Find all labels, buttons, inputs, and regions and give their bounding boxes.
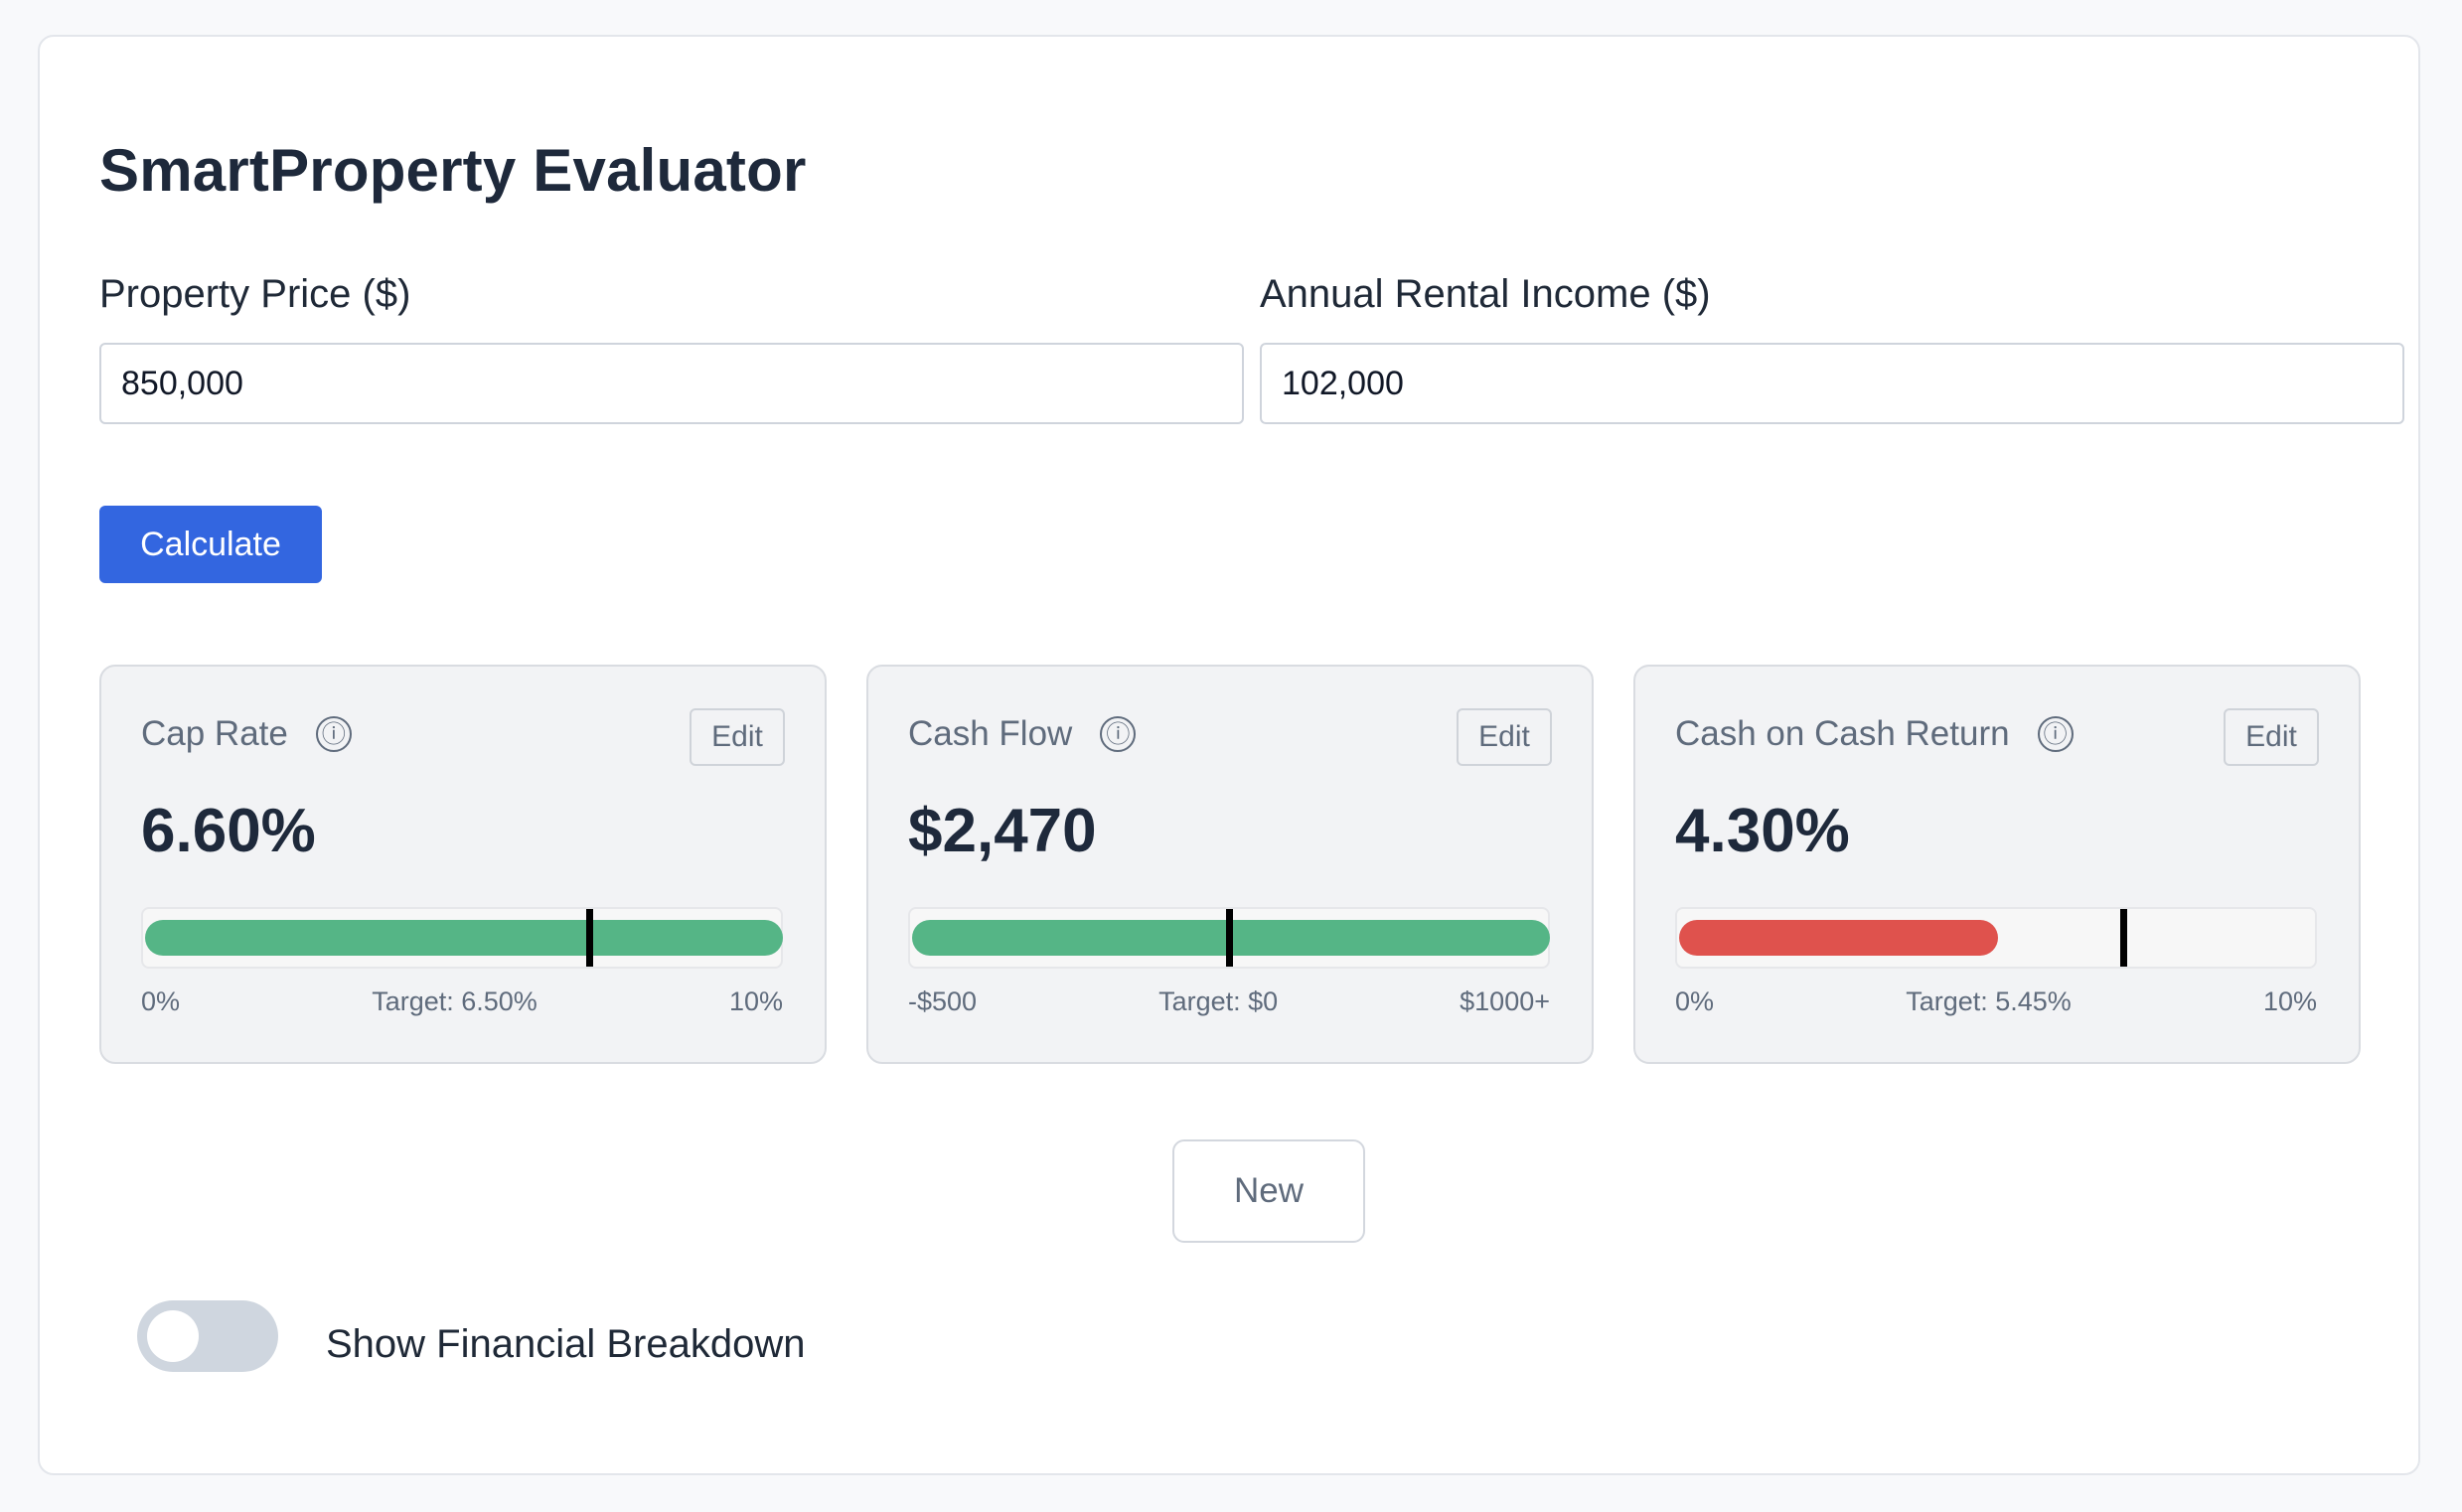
progress-fill (1679, 920, 1998, 956)
metric-title: Cash Flow (908, 714, 1073, 753)
progress-track (1675, 907, 2317, 969)
metric-value: 6.60% (141, 797, 316, 865)
edit-button[interactable]: Edit (2224, 708, 2319, 766)
scale-min-label: 0% (141, 986, 181, 1016)
metric-title: Cash on Cash Return (1675, 714, 2010, 753)
financial-breakdown-toggle[interactable] (137, 1300, 278, 1372)
metric-value: $2,470 (908, 797, 1097, 865)
new-button[interactable]: New (1172, 1139, 1365, 1243)
edit-button[interactable]: Edit (690, 708, 785, 766)
toggle-knob (147, 1310, 199, 1362)
annual-rental-income-label: Annual Rental Income ($) (1260, 272, 1711, 316)
scale-max-label: $1000+ (1460, 986, 1550, 1016)
calculate-button[interactable]: Calculate (99, 506, 322, 583)
info-icon[interactable]: ⓘ (315, 716, 352, 752)
evaluator-card: SmartProperty Evaluator Property Price (… (38, 35, 2420, 1475)
edit-button[interactable]: Edit (1457, 708, 1552, 766)
info-icon[interactable]: ⓘ (2037, 716, 2074, 752)
scale-max-label: 10% (2262, 986, 2317, 1016)
scale-target-label: Target: $0 (1158, 986, 1279, 1016)
info-icon[interactable]: ⓘ (1100, 716, 1137, 752)
financial-breakdown-label: Show Financial Breakdown (326, 1322, 806, 1366)
target-marker (2120, 909, 2127, 967)
property-price-label: Property Price ($) (99, 272, 411, 316)
annual-rental-income-input[interactable] (1260, 343, 2404, 424)
progress-fill (145, 920, 783, 956)
property-price-input[interactable] (99, 343, 1244, 424)
metric-card-cash-flow: Cash Flow ⓘ Edit $2,470 -$500 Target: $0… (866, 665, 1594, 1064)
scale-target-label: Target: 5.45% (1906, 986, 2072, 1016)
progress-track (908, 907, 1550, 969)
progress-scale: -$500 Target: $0 $1000+ (908, 986, 1550, 1017)
target-marker (586, 909, 593, 967)
metric-card-cash-on-cash-return: Cash on Cash Return ⓘ Edit 4.30% 0% Targ… (1633, 665, 2361, 1064)
scale-min-label: -$500 (908, 986, 978, 1016)
scale-target-label: Target: 6.50% (372, 986, 538, 1016)
metric-value: 4.30% (1675, 797, 1850, 865)
scale-min-label: 0% (1675, 986, 1715, 1016)
progress-scale: 0% Target: 5.45% 10% (1675, 986, 2317, 1017)
progress-scale: 0% Target: 6.50% 10% (141, 986, 783, 1017)
metric-header: Cap Rate ⓘ (141, 714, 352, 754)
metric-card-cap-rate: Cap Rate ⓘ Edit 6.60% 0% Target: 6.50% 1… (99, 665, 827, 1064)
metric-header: Cash Flow ⓘ (908, 714, 1137, 754)
progress-track (141, 907, 783, 969)
metric-title: Cap Rate (141, 714, 288, 753)
page-title: SmartProperty Evaluator (99, 137, 807, 204)
target-marker (1226, 909, 1233, 967)
metric-header: Cash on Cash Return ⓘ (1675, 714, 2074, 754)
scale-max-label: 10% (728, 986, 783, 1016)
